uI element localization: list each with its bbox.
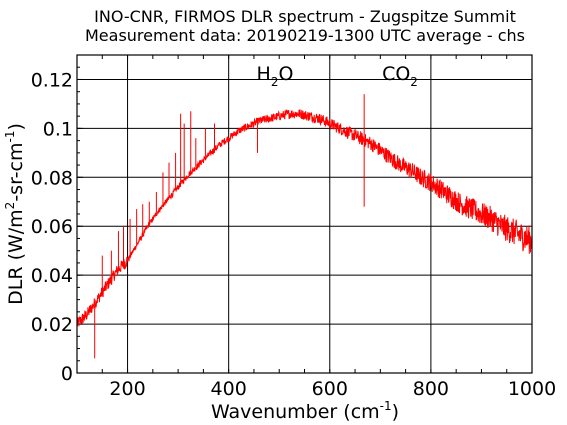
y-axis-label-prefix: DLR (W/m — [5, 209, 27, 305]
x-axis-ticks: 200 400 600 800 1000 — [76, 55, 556, 400]
y-tick-label: 0 — [61, 363, 73, 385]
y-tick-label: 0.08 — [31, 167, 73, 189]
x-tick-label: 400 — [211, 378, 247, 400]
y-axis-label-suffix: ) — [5, 123, 27, 130]
x-axis-label-prefix: Wavenumber (cm — [211, 401, 380, 423]
annotations: H2O CO2 — [257, 63, 418, 89]
y-axis-label-sup2: -1 — [3, 131, 17, 143]
x-tick-label: 600 — [312, 378, 348, 400]
data-layer — [76, 94, 533, 359]
y-axis-ticks: 0 0.02 0.04 0.06 0.08 0.1 0.12 — [31, 54, 83, 385]
grid-lines — [77, 55, 532, 373]
x-tick-label: 800 — [413, 378, 449, 400]
chart-subtitle: Measurement data: 20190219-1300 UTC aver… — [85, 26, 525, 45]
y-tick-label: 0.02 — [31, 314, 73, 336]
x-axis-label: Wavenumber (cm-1) — [211, 399, 399, 423]
y-tick-label: 0.04 — [31, 265, 73, 287]
y-axis-label-middle: -sr-cm — [5, 143, 27, 202]
gas-annotation: CO2 — [382, 63, 418, 89]
x-axis-label-sup: -1 — [380, 399, 392, 413]
x-axis-label-suffix: ) — [392, 401, 399, 423]
gas-annotation: H2O — [257, 63, 294, 89]
y-tick-label: 0.1 — [43, 118, 73, 140]
y-tick-label: 0.06 — [31, 216, 73, 238]
x-tick-label: 1000 — [508, 378, 556, 400]
y-axis-label: DLR (W/m2-sr-cm-1) — [3, 123, 27, 305]
x-tick-label: 200 — [109, 378, 145, 400]
plot-frame — [76, 54, 533, 374]
spectrum-line — [76, 108, 533, 327]
chart-title: INO-CNR, FIRMOS DLR spectrum - Zugspitze… — [94, 7, 516, 26]
y-axis-label-sup1: 2 — [3, 202, 17, 210]
y-tick-label: 0.12 — [31, 69, 73, 91]
